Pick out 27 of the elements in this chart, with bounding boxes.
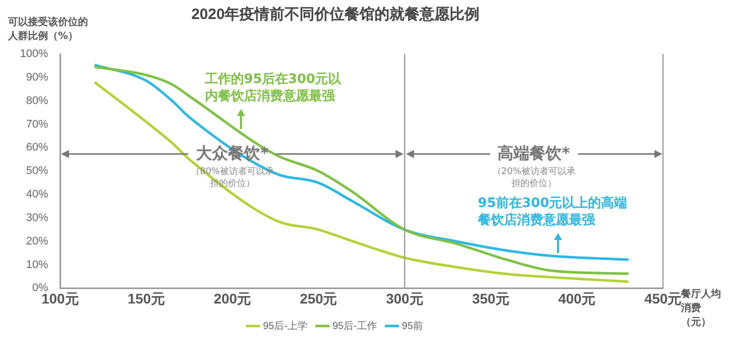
annotation: 工作的95后在300元以内餐饮店消费意愿最强 bbox=[204, 70, 342, 105]
y-tick-label: 100% bbox=[20, 48, 48, 60]
y-axis-title: 可以接受该价位的人群比例（%） bbox=[8, 16, 89, 44]
y-tick-label: 40% bbox=[26, 188, 48, 201]
y-tick-label: 60% bbox=[26, 142, 48, 154]
legend-label: 95后-上学 bbox=[262, 320, 308, 332]
y-tick-label: 70% bbox=[26, 118, 48, 130]
y-tick-label: 10% bbox=[26, 258, 48, 271]
x-tick-label: 350元 bbox=[472, 290, 510, 306]
x-tick-label: 400元 bbox=[558, 290, 596, 306]
legend-label: 95后-工作 bbox=[332, 320, 377, 332]
y-tick-label: 80% bbox=[26, 94, 48, 107]
x-tick-label: 300元 bbox=[386, 290, 424, 306]
y-tick-label: 50% bbox=[26, 165, 48, 178]
y-tick-label: 90% bbox=[26, 71, 48, 84]
y-tick-label: 30% bbox=[26, 212, 48, 224]
annotation: 高端餐饮* bbox=[498, 143, 570, 164]
legend-label: 95前 bbox=[402, 320, 424, 332]
x-tick-label: 200元 bbox=[214, 290, 252, 306]
x-tick-label: 450元 bbox=[644, 290, 682, 306]
x-tick-label: 150元 bbox=[128, 290, 165, 306]
x-tick-label: 250元 bbox=[300, 290, 338, 306]
y-tick-label: 20% bbox=[26, 235, 48, 248]
annotation: （20%被访者可以承担的价位） bbox=[492, 166, 576, 190]
x-axis-title: 餐厅人均消费（元） bbox=[681, 288, 722, 330]
chart-title: 2020年疫情前不同价位餐馆的就餐意愿比例 bbox=[191, 6, 480, 24]
annotation: 95前在300元以上的高端餐饮店消费意愿最强 bbox=[478, 195, 628, 230]
